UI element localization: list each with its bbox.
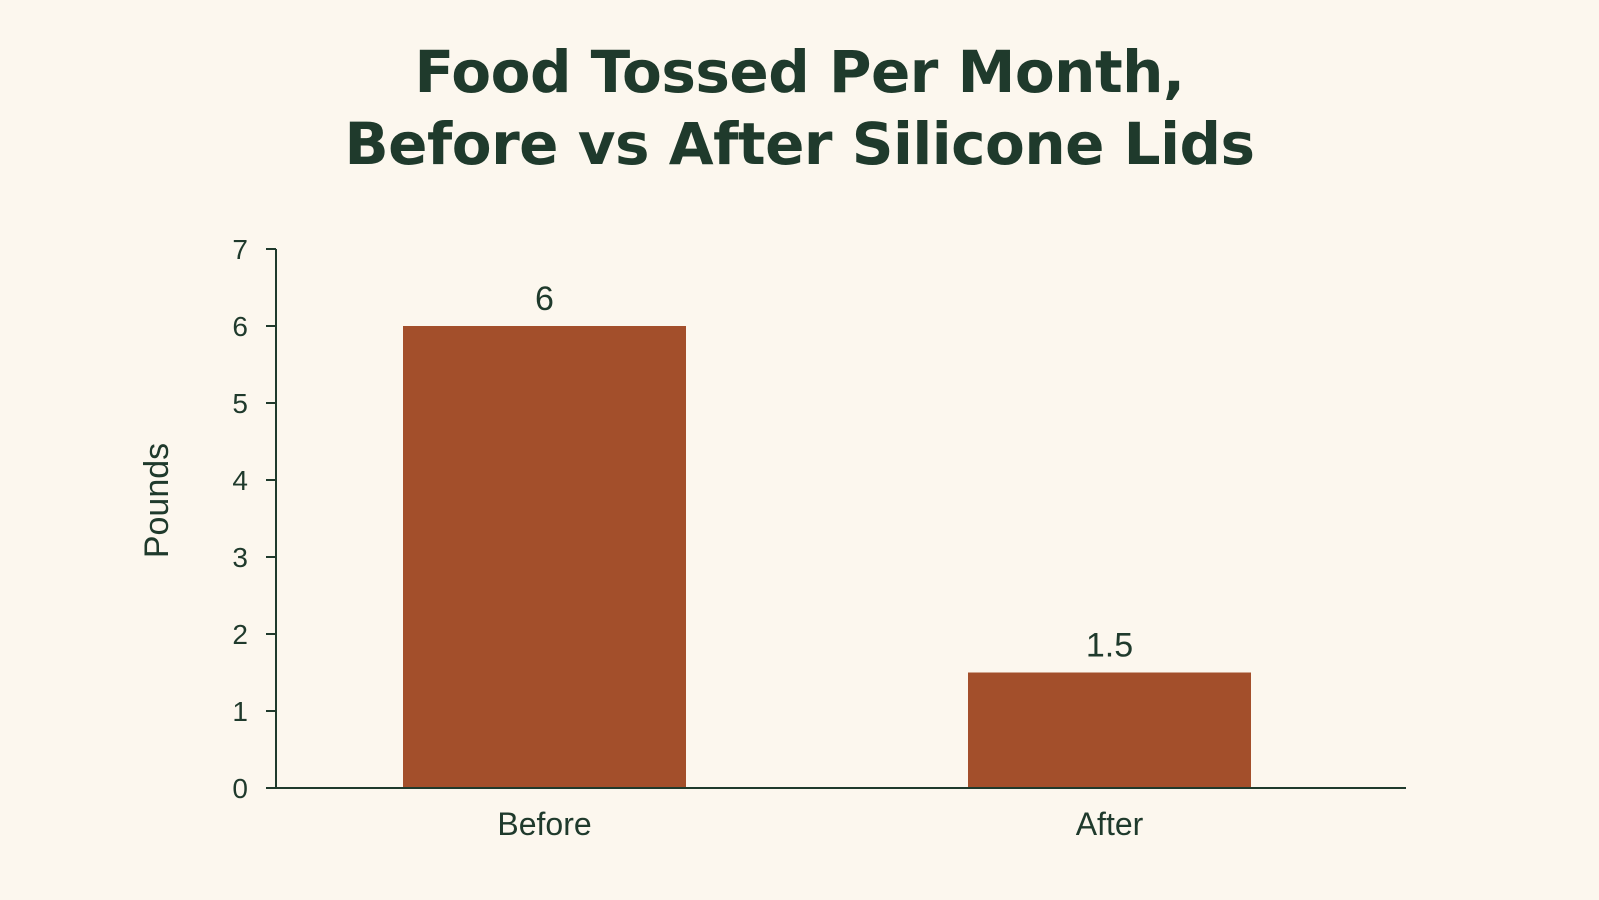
data-label-before: 6 xyxy=(535,280,554,318)
y-tick-label: 5 xyxy=(232,388,248,419)
x-tick-label-after: After xyxy=(1076,806,1144,842)
x-tick-label-before: Before xyxy=(497,806,591,842)
y-tick-label: 6 xyxy=(232,311,248,342)
y-tick-label: 1 xyxy=(232,696,248,727)
data-label-after: 1.5 xyxy=(1086,627,1133,665)
y-axis-ticks: 0 1 2 3 4 5 6 7 xyxy=(232,234,276,804)
y-tick-label: 0 xyxy=(232,773,248,804)
bars xyxy=(403,326,1251,788)
chart-title: Food Tossed Per Month, Before vs After S… xyxy=(0,36,1599,180)
data-labels: 61.5 xyxy=(535,280,1133,665)
y-tick-label: 2 xyxy=(232,619,248,650)
y-tick-label: 7 xyxy=(232,234,248,265)
chart-title-line-2: Before vs After Silicone Lids xyxy=(344,110,1255,178)
y-axis-title: Pounds xyxy=(138,443,176,558)
x-axis-labels: Before After xyxy=(497,806,1143,842)
chart-title-line-1: Food Tossed Per Month, xyxy=(414,38,1185,106)
bar-after xyxy=(968,672,1251,788)
bar-before xyxy=(403,326,686,788)
y-tick-label: 4 xyxy=(232,465,248,496)
y-tick-label: 3 xyxy=(232,542,248,573)
